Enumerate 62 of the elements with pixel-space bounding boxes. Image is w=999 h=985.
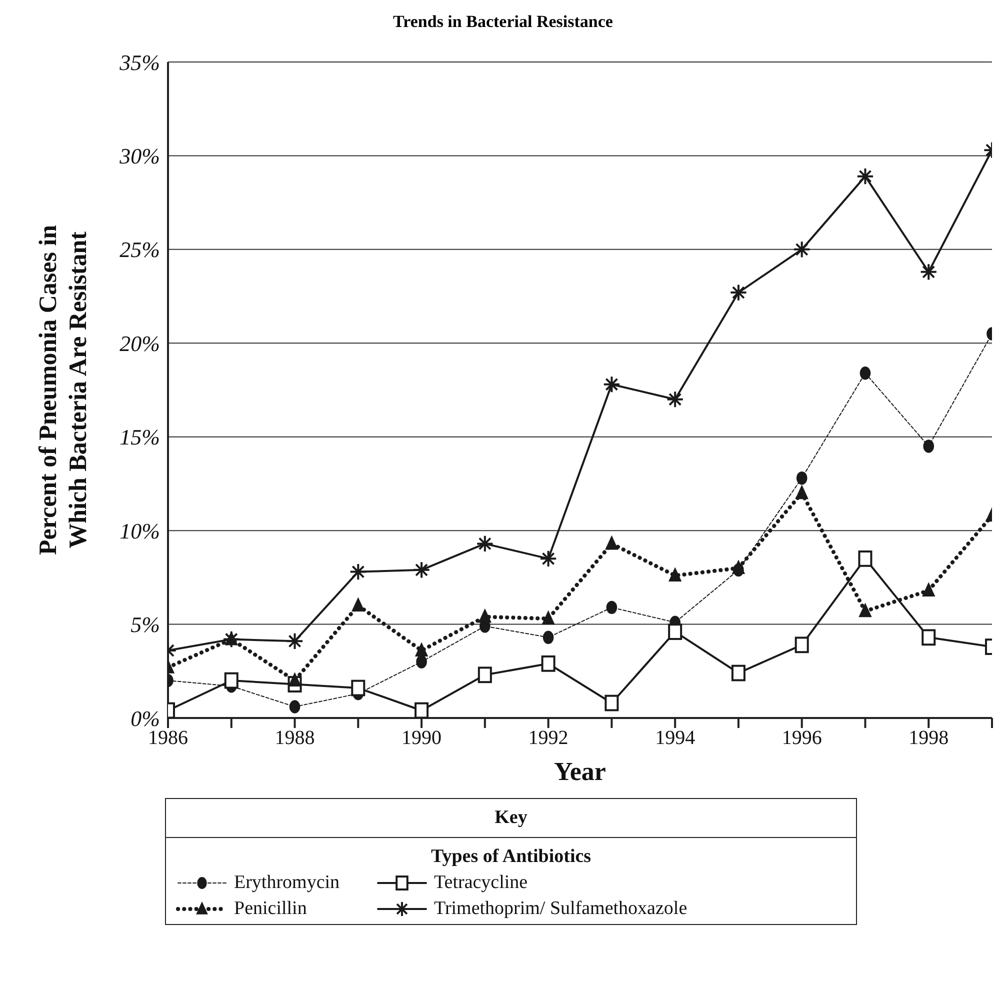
point (286, 632, 304, 650)
point (289, 700, 300, 714)
legend-label: Erythromycin (234, 872, 340, 894)
x-tick-label: 1994 (655, 727, 696, 750)
point (922, 629, 936, 646)
point (858, 550, 872, 567)
x-tick-label: 1998 (908, 727, 949, 750)
point (542, 630, 554, 644)
point (731, 664, 746, 682)
y-tick-label: 35% (118, 50, 160, 75)
x-tick-label: 1996 (782, 727, 822, 750)
legend-label: Tetracycline (434, 872, 528, 894)
point (923, 440, 934, 453)
y-axis-title: Percent of Pneumonia Cases in Which Bacteria Are Resistant (35, 224, 92, 556)
point (730, 284, 748, 302)
point (604, 694, 619, 712)
point (541, 655, 556, 672)
x-tick-label: 1990 (402, 727, 442, 750)
point (540, 550, 558, 568)
point (856, 168, 874, 186)
point (412, 561, 430, 579)
chart-title: Trends in Bacterial Resistance (392, 11, 614, 33)
y-tick-label: 10% (120, 518, 160, 544)
text: Types of Antibiotics (430, 845, 592, 869)
point (352, 597, 365, 612)
x-tick-label: 1992 (528, 727, 568, 750)
point (606, 600, 618, 614)
y-tick-label: 15% (120, 424, 160, 450)
point (605, 535, 618, 550)
y-tick-label: 25% (120, 237, 160, 262)
point (860, 366, 871, 380)
point (476, 534, 494, 552)
point (224, 672, 238, 689)
x-tick-label: 1988 (274, 727, 315, 750)
point (668, 624, 682, 640)
legend-title: Key (166, 799, 856, 838)
point (414, 642, 428, 657)
point (478, 666, 492, 684)
point (666, 390, 684, 408)
point (922, 582, 936, 597)
point (416, 655, 427, 668)
point (793, 240, 811, 258)
point (796, 471, 808, 485)
point (478, 608, 492, 623)
point (858, 602, 872, 618)
point (349, 563, 367, 581)
point (794, 636, 809, 654)
point (795, 484, 808, 500)
point (542, 610, 555, 625)
legend-label: Trimethoprim/ Sulfamethoxazole (434, 898, 688, 920)
point (288, 672, 302, 687)
y-tick-label: 20% (120, 330, 160, 356)
legend-label: Penicillin (234, 898, 307, 920)
y-tick-label: 30% (118, 144, 160, 169)
point (602, 376, 620, 394)
point (920, 263, 938, 281)
point (414, 702, 429, 718)
y-tick-label: 5% (130, 612, 160, 638)
point (732, 560, 746, 574)
x-axis-title: Year (554, 757, 606, 786)
point (668, 567, 682, 582)
point (351, 680, 366, 696)
